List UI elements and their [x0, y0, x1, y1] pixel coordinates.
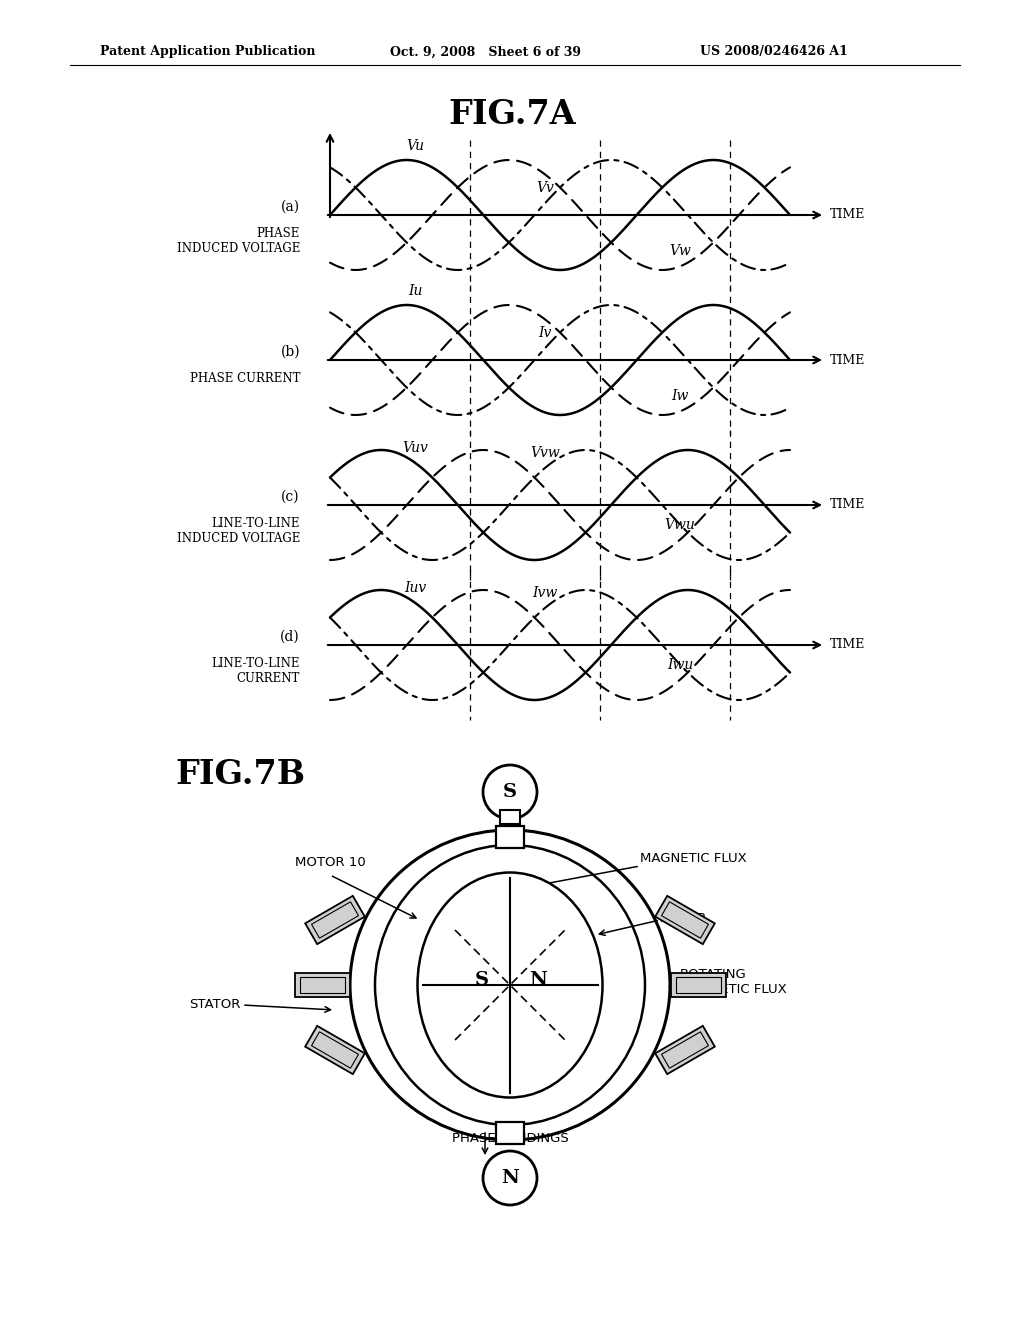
- Text: Vw: Vw: [669, 244, 691, 259]
- Text: Oct. 9, 2008   Sheet 6 of 39: Oct. 9, 2008 Sheet 6 of 39: [390, 45, 581, 58]
- Circle shape: [483, 766, 537, 818]
- Text: Vvw: Vvw: [530, 446, 560, 461]
- Polygon shape: [655, 896, 715, 944]
- Text: S: S: [503, 783, 517, 801]
- Text: Vu: Vu: [406, 139, 424, 153]
- Text: ROTOR: ROTOR: [660, 912, 708, 924]
- Text: PHASE
INDUCED VOLTAGE: PHASE INDUCED VOLTAGE: [176, 227, 300, 255]
- Text: Iwu: Iwu: [667, 657, 693, 672]
- Polygon shape: [305, 896, 365, 944]
- Text: Iu: Iu: [408, 284, 422, 298]
- Text: US 2008/0246426 A1: US 2008/0246426 A1: [700, 45, 848, 58]
- Text: Ivw: Ivw: [532, 586, 558, 601]
- Text: FIG.7A: FIG.7A: [449, 99, 575, 132]
- Text: TIME: TIME: [830, 354, 865, 367]
- Text: Vwu: Vwu: [665, 517, 695, 532]
- Text: (b): (b): [281, 345, 300, 359]
- Text: (a): (a): [281, 201, 300, 214]
- Text: MAGNETIC FLUX: MAGNETIC FLUX: [640, 851, 746, 865]
- Text: Iuv: Iuv: [403, 581, 426, 594]
- FancyBboxPatch shape: [496, 826, 524, 847]
- Polygon shape: [671, 973, 725, 997]
- FancyBboxPatch shape: [496, 1122, 524, 1144]
- Polygon shape: [655, 1026, 715, 1074]
- Text: STATOR: STATOR: [188, 998, 240, 1011]
- Text: ROTATING
MAGNETIC FLUX: ROTATING MAGNETIC FLUX: [680, 968, 786, 997]
- Polygon shape: [305, 1026, 365, 1074]
- Ellipse shape: [375, 845, 645, 1125]
- Ellipse shape: [350, 830, 670, 1140]
- Text: Iv: Iv: [539, 326, 552, 341]
- Text: Vv: Vv: [536, 181, 554, 195]
- Text: Patent Application Publication: Patent Application Publication: [100, 45, 315, 58]
- Ellipse shape: [418, 873, 602, 1097]
- FancyBboxPatch shape: [500, 810, 520, 824]
- Text: TIME: TIME: [830, 499, 865, 511]
- Text: LINE-TO-LINE
CURRENT: LINE-TO-LINE CURRENT: [212, 657, 300, 685]
- Circle shape: [483, 1151, 537, 1205]
- Text: TIME: TIME: [830, 639, 865, 652]
- Text: Vuv: Vuv: [402, 441, 428, 454]
- Text: N: N: [529, 972, 547, 989]
- Text: PHASE CURRENT: PHASE CURRENT: [189, 372, 300, 385]
- Polygon shape: [295, 973, 349, 997]
- Text: N: N: [501, 1170, 519, 1187]
- Text: PHASE WINDINGS: PHASE WINDINGS: [452, 1131, 568, 1144]
- Text: TIME: TIME: [830, 209, 865, 222]
- Text: LINE-TO-LINE
INDUCED VOLTAGE: LINE-TO-LINE INDUCED VOLTAGE: [176, 517, 300, 545]
- Text: (d): (d): [281, 630, 300, 644]
- Text: S: S: [475, 972, 489, 989]
- Text: FIG.7B: FIG.7B: [175, 759, 305, 792]
- Text: Iw: Iw: [672, 389, 689, 404]
- Text: MOTOR 10: MOTOR 10: [295, 855, 366, 869]
- Text: (c): (c): [282, 490, 300, 504]
